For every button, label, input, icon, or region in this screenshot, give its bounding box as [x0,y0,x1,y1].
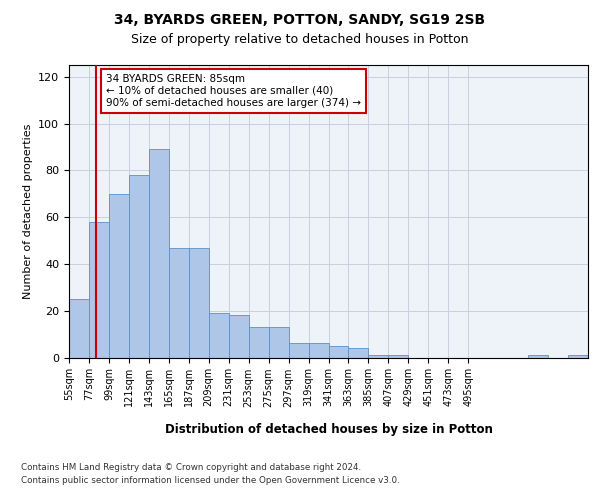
Y-axis label: Number of detached properties: Number of detached properties [23,124,32,299]
Bar [169,248,189,358]
Bar [248,327,269,358]
Bar [289,344,308,357]
Bar [89,222,109,358]
Bar [109,194,129,358]
Bar [329,346,349,358]
Bar [209,313,229,358]
Bar [349,348,368,358]
Bar [308,344,329,357]
Text: Size of property relative to detached houses in Potton: Size of property relative to detached ho… [131,32,469,46]
Bar [149,149,169,358]
Text: Contains HM Land Registry data © Crown copyright and database right 2024.: Contains HM Land Registry data © Crown c… [21,462,361,471]
Bar [528,355,548,358]
Bar [69,299,89,358]
Text: Contains public sector information licensed under the Open Government Licence v3: Contains public sector information licen… [21,476,400,485]
Text: 34 BYARDS GREEN: 85sqm
← 10% of detached houses are smaller (40)
90% of semi-det: 34 BYARDS GREEN: 85sqm ← 10% of detached… [106,74,361,108]
Bar [229,316,248,358]
Bar [269,327,289,358]
Bar [388,355,409,358]
Text: 34, BYARDS GREEN, POTTON, SANDY, SG19 2SB: 34, BYARDS GREEN, POTTON, SANDY, SG19 2S… [115,12,485,26]
Bar [368,355,388,358]
Text: Distribution of detached houses by size in Potton: Distribution of detached houses by size … [165,422,493,436]
Bar [568,355,588,358]
Bar [129,175,149,358]
Bar [189,248,209,358]
